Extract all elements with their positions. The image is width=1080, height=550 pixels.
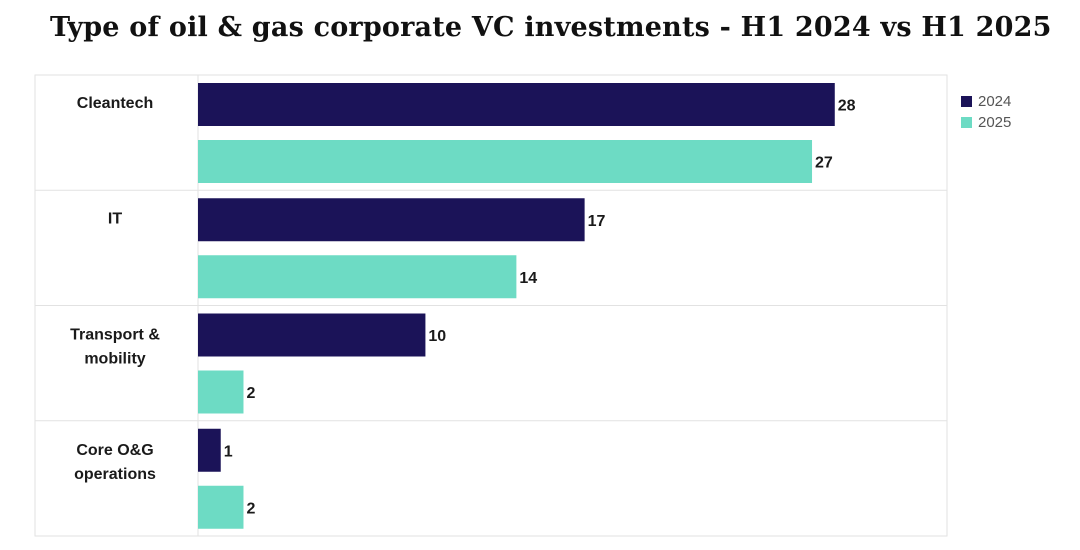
bar-2024 [198,198,585,242]
legend-label: 2025 [978,114,1011,131]
data-label: 2 [246,500,255,517]
chart-title: Type of oil & gas corporate VC investmen… [50,12,1052,43]
data-label: 17 [588,213,606,230]
bar-2025 [198,485,244,529]
data-label: 2 [246,385,255,402]
category-label: IT [108,210,122,227]
category-label: Cleantech [77,95,153,112]
category-label: operations [74,466,156,483]
data-label: 14 [519,270,537,287]
bar-2025 [198,255,517,299]
bar-2024 [198,313,426,357]
data-label: 1 [224,443,233,460]
bar-2024 [198,428,221,472]
legend-swatch [961,96,972,107]
category-label: mobility [84,351,145,368]
bar-2025 [198,370,244,414]
legend-label: 2024 [978,93,1011,110]
data-label: 27 [815,155,833,172]
category-label: Core O&G [76,442,153,459]
legend-swatch [961,117,972,128]
category-label: Transport & [70,327,160,344]
bar-2025 [198,140,813,183]
data-label: 10 [428,328,446,345]
bar-2024 [198,83,835,126]
data-label: 28 [838,98,856,115]
